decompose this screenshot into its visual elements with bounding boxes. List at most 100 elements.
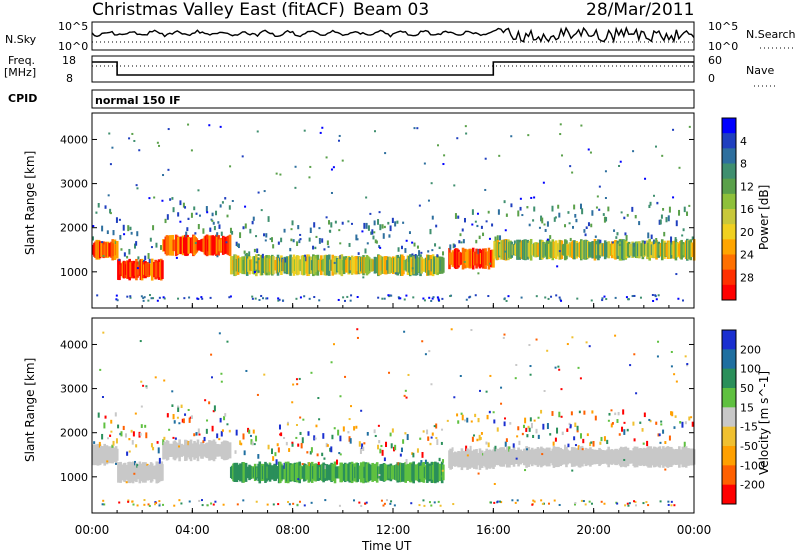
echo-pixel [308,237,311,242]
echo-pixel [182,202,185,208]
echo-pixel [602,213,605,216]
echo-pixel [278,424,281,430]
echo-pixel [441,475,444,478]
echo-pixel [686,364,689,367]
echo-pixel [363,442,366,445]
echo-pixel [599,441,602,445]
echo-pixel [492,411,495,414]
echo-pixel [496,427,499,432]
echo-pixel [526,434,529,438]
y-tick-label: 4000 [60,133,88,146]
echo-pixel [290,228,293,231]
echo-pixel [466,417,469,423]
echo-pixel [201,297,204,300]
echo-pixel [130,231,133,235]
echo-pixel [166,413,169,418]
echo-pixel [459,233,462,237]
echo-pixel [256,393,259,396]
echo-pixel [433,501,436,504]
echo-pixel [359,256,362,262]
velocity-colorbar: 200 100 50 15 -15 -50 -100 -200 [721,329,765,505]
echo-pixel [325,442,328,448]
echo-pixel [235,241,238,246]
echo-pixel [577,366,580,369]
echo-pixel [477,472,480,475]
echo-pixel [304,254,307,257]
echo-pixel [200,499,203,502]
echo-pixel [158,457,161,464]
colorbar-swatch [722,284,736,301]
echo-pixel [678,209,681,216]
echo-pixel [220,231,223,236]
echo-pixel [152,225,155,231]
echo-pixel [400,245,403,250]
echo-pixel [195,432,198,436]
echo-pixel [559,133,562,136]
echo-pixel [229,165,232,168]
echo-pixel [177,297,180,300]
echo-pixel [657,433,660,437]
echo-pixel [122,425,125,431]
echo-pixel [310,501,313,504]
echo-pixel [422,297,425,300]
echo-pixel [485,390,488,393]
echo-pixel [212,503,215,506]
echo-pixel [500,501,503,504]
echo-pixel [210,502,213,505]
colorbar-tick-label: -100 [740,459,765,472]
y-tick-label: 2000 [60,427,88,440]
echo-pixel [103,422,106,429]
echo-pixel [600,436,603,442]
echo-pixel [135,184,138,187]
echo-pixel [228,205,231,210]
echo-pixel [314,246,317,250]
echo-pixel [528,223,531,227]
echo-pixel [610,423,613,428]
echo-pixel [208,124,211,127]
echo-pixel [633,500,636,503]
echo-pixel [394,444,397,451]
echo-pixel [123,233,126,236]
echo-pixel [670,350,673,353]
echo-pixel [362,276,365,279]
echo-pixel [342,426,345,432]
echo-pixel [520,296,523,299]
nave-label: Nave [746,64,774,77]
echo-pixel [114,412,117,417]
echo-pixel [358,441,361,447]
echo-pixel [197,189,200,192]
echo-pixel [129,226,132,231]
echo-pixel [608,412,611,416]
echo-pixel [131,132,134,135]
echo-pixel [370,231,373,235]
echo-pixel [542,502,545,505]
echo-pixel [257,191,260,194]
echo-pixel [411,452,414,455]
nsky-label: N.Sky [5,33,37,46]
echo-pixel [237,243,240,249]
echo-pixel [679,421,682,424]
y-tick-label: 1000 [60,266,88,279]
echo-pixel [101,503,104,506]
echo-pixel [398,297,401,300]
colorbar-swatch [722,407,736,428]
echo-pixel [644,177,647,180]
echo-pixel [158,144,161,147]
echo-pixel [348,242,351,247]
echo-pixel [303,129,306,132]
echo-pixel [585,226,588,229]
echo-pixel [316,453,319,457]
echo-pixel [213,405,216,412]
echo-pixel [271,237,274,243]
echo-pixel [573,204,576,210]
echo-pixel [489,501,492,504]
velocity-ylabel: Slant Range [km] [23,358,37,462]
echo-pixel [275,459,278,465]
echo-pixel [664,441,667,444]
echo-pixel [394,221,397,227]
echo-pixel [380,444,383,448]
echo-pixel [132,503,135,506]
colorbar-tick-label: 16 [740,203,754,216]
echo-pixel [299,416,302,419]
echo-pixel [277,241,280,245]
